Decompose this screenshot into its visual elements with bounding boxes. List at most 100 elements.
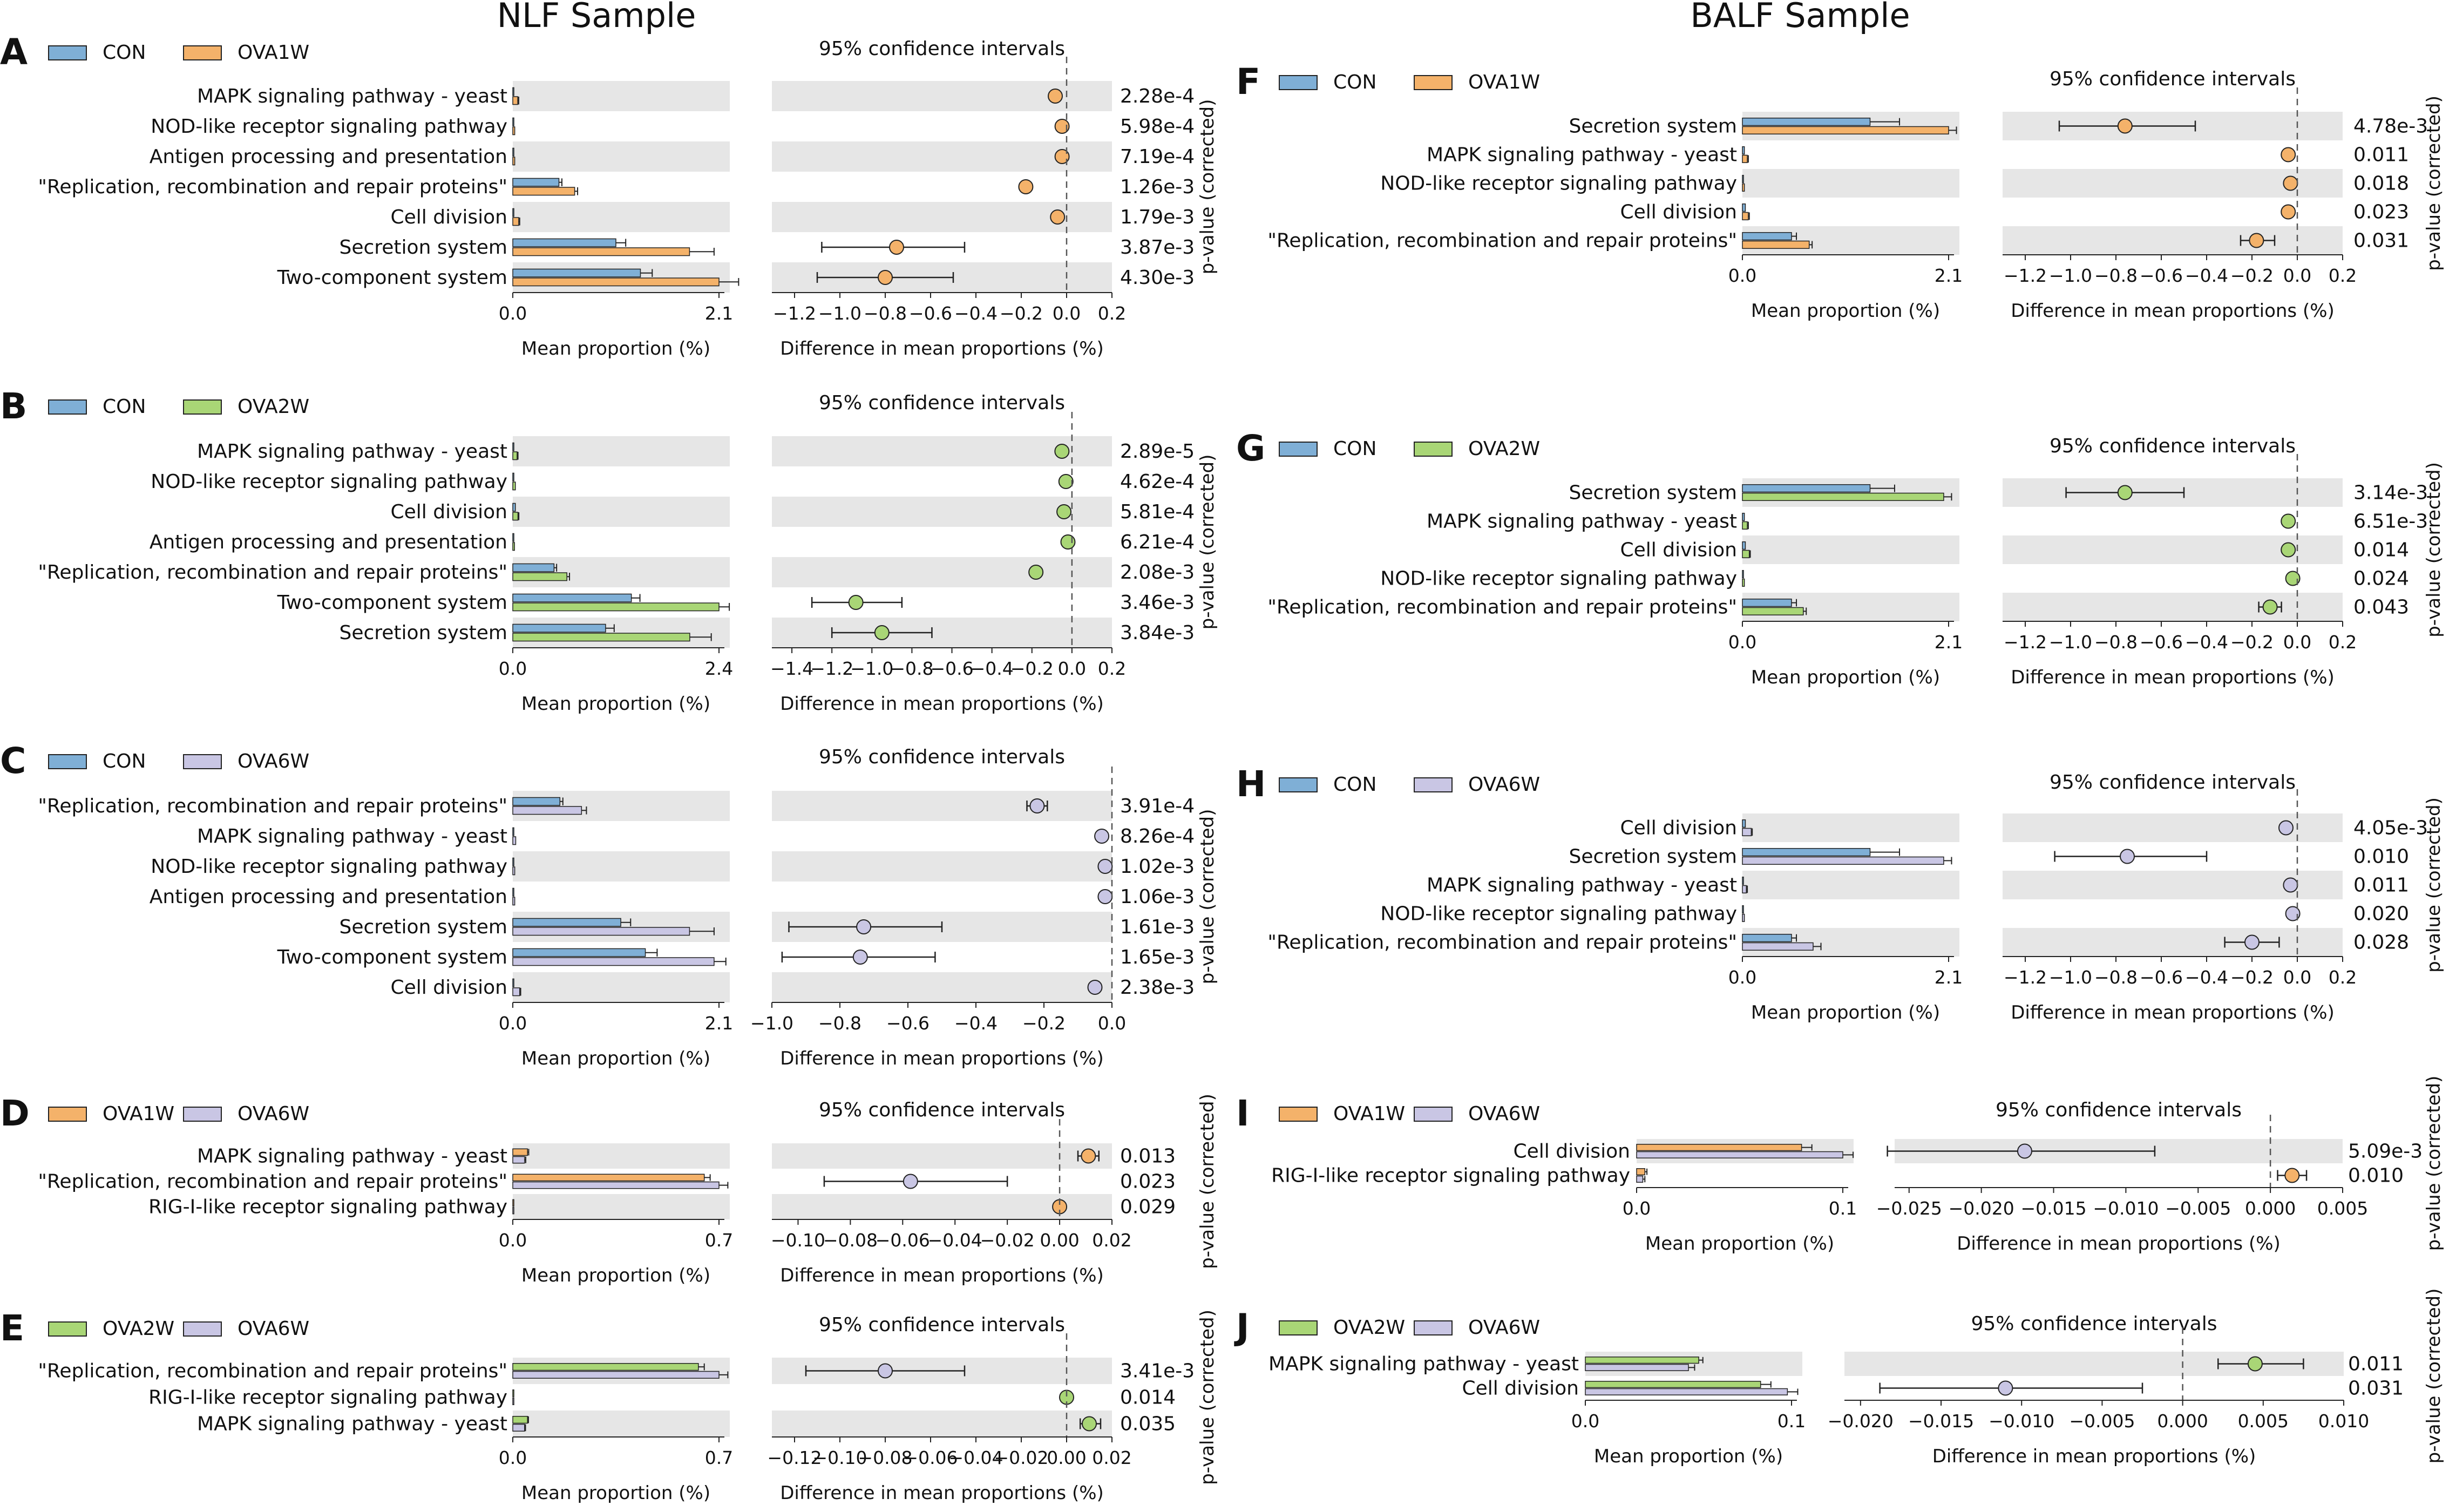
- ci-x-label: Difference in mean proportions (%): [780, 1265, 1104, 1286]
- panel-f: F CON OVA1W 95% confidence intervals Secreti…: [1236, 61, 2445, 322]
- legend-swatch-con: [1279, 442, 1318, 457]
- feature-label: MAPK signaling pathway - yeast: [197, 1413, 507, 1435]
- ci-point: [2281, 513, 2296, 529]
- ci-title: 95% confidence intervals: [819, 1314, 1065, 1336]
- ci-point: [1998, 1380, 2013, 1396]
- ci-tick-label: −0.04: [948, 1447, 1003, 1468]
- ci-point: [1054, 149, 1070, 164]
- ci-tick-label: −0.8: [2094, 632, 2138, 653]
- bar-ova2w: [512, 482, 516, 491]
- ci-row-band: [772, 1411, 1112, 1437]
- ci-title: 95% confidence intervals: [819, 392, 1065, 414]
- p-value: 3.41e-3: [1120, 1360, 1195, 1382]
- p-value: 0.014: [1120, 1387, 1176, 1409]
- bar-ova1w: [1742, 212, 1749, 221]
- bar-con: [1742, 905, 1744, 914]
- bar-con: [1742, 819, 1746, 828]
- ci-tick-label: −0.2: [2230, 967, 2274, 988]
- bar-con: [512, 827, 514, 836]
- p-value: 0.024: [2353, 568, 2409, 590]
- ci-tick-label: −0.4: [2185, 632, 2228, 653]
- bar-ova2w: [512, 633, 690, 642]
- p-value: 4.30e-3: [1120, 267, 1195, 289]
- bar-ova6w: [512, 987, 520, 996]
- ci-point: [2117, 118, 2133, 134]
- bar-row-band: [1742, 226, 1959, 255]
- feature-label: MAPK signaling pathway - yeast: [197, 440, 507, 463]
- ci-tick-label: −0.04: [928, 1230, 982, 1251]
- panel-h: H CON OVA6W 95% confidence intervals Cell di…: [1236, 763, 2445, 1023]
- bar-x-label: Mean proportion (%): [1751, 1002, 1940, 1023]
- ci-tick-label: −0.6: [909, 303, 952, 324]
- bar-ova6w: [512, 1397, 514, 1405]
- legend-label-con: CON: [103, 42, 146, 64]
- feature-label: Cell division: [1620, 201, 1738, 223]
- bar-ova6w: [1636, 1175, 1644, 1183]
- bar-row-band: [1742, 871, 1959, 899]
- feature-label: Two-component system: [277, 267, 507, 289]
- bar-tick-label: 0.0: [1728, 967, 1756, 988]
- bar-x-label: Mean proportion (%): [521, 693, 710, 715]
- feature-label: Two-component system: [277, 946, 507, 968]
- p-value: 1.65e-3: [1120, 946, 1195, 968]
- p-value: 0.035: [1120, 1413, 1176, 1435]
- ci-point: [889, 240, 904, 255]
- ci-row-band: [772, 618, 1112, 648]
- bar-row-band: [1742, 112, 1959, 140]
- ci-point: [1082, 1416, 1097, 1432]
- bar-ova1w: [512, 277, 720, 287]
- feature-label: MAPK signaling pathway - yeast: [197, 85, 507, 107]
- ci-point: [2247, 1356, 2263, 1372]
- legend-label-ova2w: OVA2W: [103, 1318, 174, 1340]
- legend-swatch-ova1w: [1279, 1107, 1318, 1122]
- p-value: 0.010: [2348, 1165, 2404, 1187]
- p-value-axis-label: p-value (corrected): [1197, 99, 1218, 275]
- ci-tick-label: −1.0: [2049, 967, 2092, 988]
- ci-point: [2120, 849, 2135, 864]
- ci-tick-label: −1.0: [850, 658, 893, 679]
- legend-label-con: CON: [1333, 438, 1376, 460]
- bar-con: [1742, 933, 1792, 943]
- bar-ova6w: [512, 1371, 720, 1379]
- bar-con: [1742, 203, 1746, 212]
- bar-con: [512, 623, 606, 633]
- p-value: 0.023: [2353, 201, 2409, 223]
- legend-label-ova1w: OVA1W: [1468, 71, 1540, 93]
- ci-tick-label: −0.2: [2230, 632, 2274, 653]
- ci-point: [1018, 179, 1034, 194]
- bar-tick-label: 0.7: [705, 1447, 733, 1468]
- ci-point: [878, 270, 893, 285]
- panel-j: J OVA2W OVA6W 95% confidence intervals MAPK …: [1234, 1289, 2445, 1467]
- p-value: 6.21e-4: [1120, 531, 1195, 553]
- bar-ova6w: [512, 1181, 720, 1189]
- ci-tick-label: −0.08: [823, 1230, 878, 1251]
- feature-label: "Replication, recombination and repair p…: [1267, 230, 1737, 252]
- p-value: 5.81e-4: [1120, 501, 1195, 523]
- feature-label: Antigen processing and presentation: [150, 531, 507, 553]
- bar-con: [512, 268, 641, 277]
- bar-con: [512, 238, 616, 247]
- ci-point: [2281, 204, 2296, 220]
- p-value-axis-label: p-value (corrected): [1197, 809, 1218, 985]
- bar-ova6w: [1636, 1151, 1843, 1158]
- feature-label: "Replication, recombination and repair p…: [38, 795, 507, 817]
- bar-ova6w: [1742, 885, 1747, 894]
- ci-tick-label: 0.02: [1092, 1230, 1131, 1251]
- bar-con: [512, 147, 514, 157]
- ci-row-band: [2003, 593, 2343, 621]
- p-value: 0.028: [2353, 932, 2409, 954]
- feature-label: Secretion system: [1569, 482, 1737, 504]
- p-value-axis-label: p-value (corrected): [2423, 1076, 2445, 1251]
- feature-label: Cell division: [1620, 539, 1738, 561]
- bar-con: [512, 857, 514, 866]
- feature-label: Cell division: [1514, 1141, 1631, 1163]
- bar-ova6w: [1742, 942, 1814, 951]
- legend-swatch-ova6w: [1414, 1320, 1453, 1335]
- p-value: 2.08e-3: [1120, 561, 1195, 584]
- feature-label: Antigen processing and presentation: [150, 886, 507, 908]
- p-value: 1.26e-3: [1120, 176, 1195, 198]
- bar-tick-label: 2.1: [1935, 967, 1963, 988]
- feature-label: Secretion system: [339, 916, 507, 938]
- ci-tick-label: −0.10: [771, 1230, 825, 1251]
- p-value: 7.19e-4: [1120, 146, 1195, 168]
